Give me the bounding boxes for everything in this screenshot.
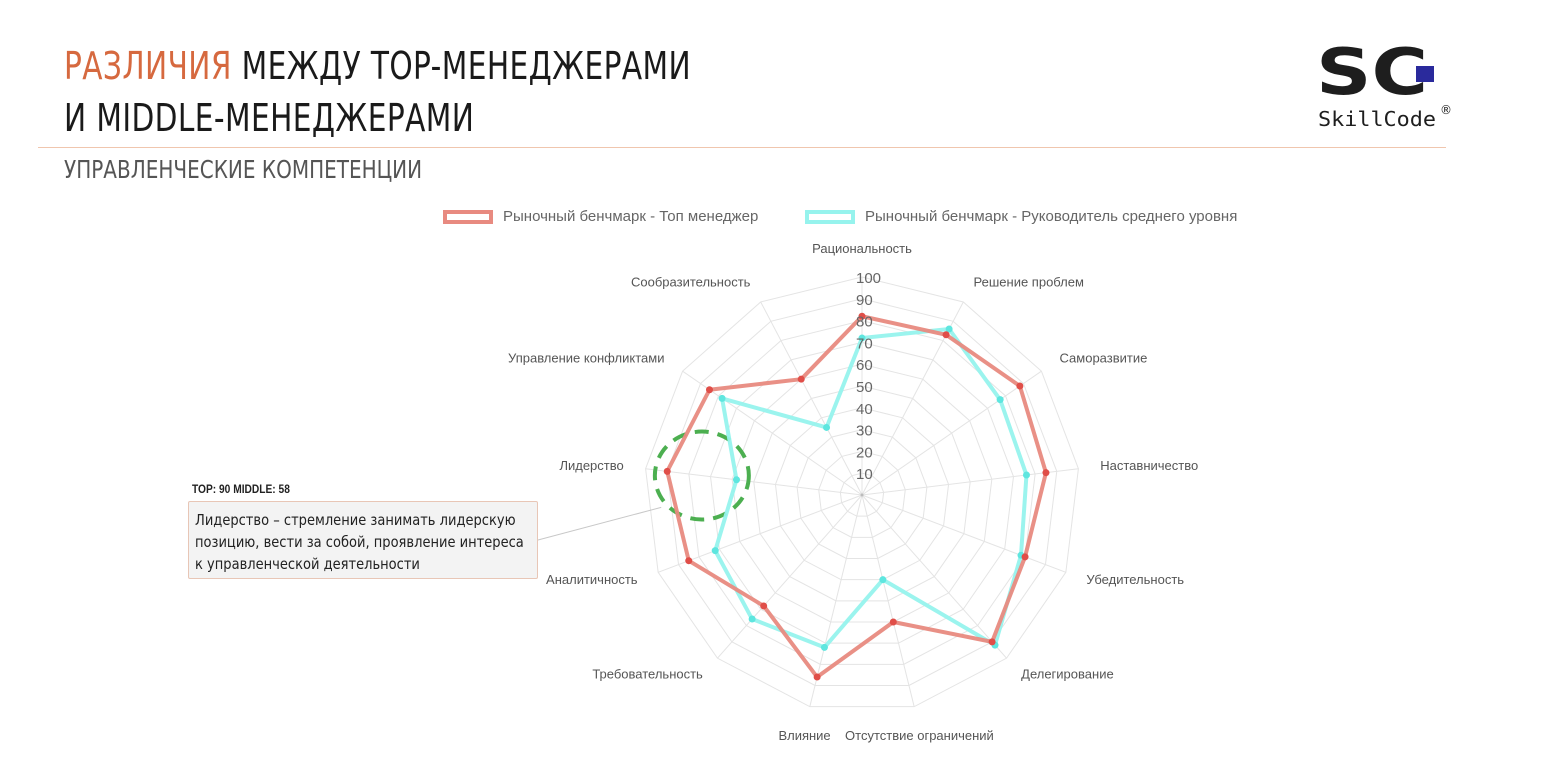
logo-name: SkillCode [1318, 107, 1436, 130]
axis-label-рациональность: Рациональность [812, 241, 912, 256]
grid-ring-60 [731, 363, 993, 623]
series-2-line [713, 326, 1029, 650]
axis-label-лидерство: Лидерство [559, 458, 623, 473]
series-2-point-отсутствие-ограничений [879, 576, 887, 584]
axis-label-требовательность: Требовательность [592, 667, 703, 682]
series-2-point-требовательность [748, 615, 756, 623]
grid-spoke-4 [861, 468, 1079, 496]
axis-label-убедительность: Убедительность [1086, 572, 1184, 587]
series-1-point-лидерство [663, 467, 671, 475]
r-tick-label-80: 80 [856, 314, 873, 331]
series-1-point-отсутствие-ограничений [889, 618, 897, 626]
axis-label-отсутствие-ограничений: Отсутствие ограничений [845, 728, 994, 743]
r-tick-label-20: 20 [856, 444, 873, 461]
page-title: РАЗЛИЧИЯ МЕЖДУ TOP-МЕНЕДЖЕРАМИ И MIDDLE-М… [64, 40, 691, 144]
series-2-point-рациональность [858, 334, 866, 342]
series-2-point-влияние [820, 643, 828, 651]
grid-spoke-3 [861, 370, 1042, 496]
series-1-point-сообразительность [797, 375, 805, 383]
series-1-point-делегирование [988, 638, 996, 646]
series-1-point-саморазвитие [1016, 382, 1024, 390]
callout-box: Лидерство – стремление занимать лидерску… [188, 501, 538, 579]
grid-spoke-9 [717, 494, 863, 659]
series-1-point-требовательность [760, 602, 768, 610]
r-tick-label-40: 40 [856, 401, 873, 418]
logo-registered: ® [1440, 103, 1452, 117]
legend-item-middle-manager[interactable]: Рыночный бенчмарк - Руководитель среднег… [805, 208, 1237, 225]
grid-ring-80 [688, 320, 1036, 665]
r-tick-label-10: 10 [856, 466, 873, 483]
title-rest: МЕЖДУ TOP-МЕНЕДЖЕРАМИ [231, 44, 692, 88]
series-2-point-решение-проблем [945, 325, 953, 333]
title-line-2: И MIDDLE-МЕНЕДЖЕРАМИ [64, 96, 475, 140]
r-tick-label-90: 90 [856, 292, 873, 309]
grid-spoke-10 [657, 494, 863, 573]
legend-label-top-manager: Рыночный бенчмарк - Топ менеджер [503, 208, 759, 225]
r-tick-label-60: 60 [856, 357, 873, 374]
legend-swatch-top-manager [443, 209, 493, 224]
r-tick-label-50: 50 [856, 379, 873, 396]
axis-label-аналитичность: Аналитичность [546, 572, 638, 587]
series-2-point-аналитичность [711, 547, 719, 555]
grid-ring-10 [839, 472, 885, 517]
axis-label-решение-проблем: Решение проблем [974, 274, 1084, 289]
series-1-point-решение-проблем [942, 331, 950, 339]
axis-label-влияние: Влияние [778, 728, 830, 743]
series-2-point-наставничество [1022, 471, 1030, 479]
series-2-point-лидерство [732, 476, 740, 484]
series-2-point-управление-конфликтами [718, 394, 726, 402]
callout-line-2: позицию, вести за собой, проявление инте… [195, 533, 524, 551]
series-1-point-управление-конфликтами [706, 386, 714, 394]
highlight-circle [652, 429, 751, 522]
header-divider [38, 147, 1446, 148]
series-1-point-влияние [813, 673, 821, 681]
callout-value-line: TOP: 90 MIDDLE: 58 [192, 482, 290, 496]
r-tick-label-70: 70 [856, 335, 873, 352]
callout-line-3: к управленческой деятельности [195, 555, 420, 573]
grid-spoke-13 [760, 301, 863, 496]
axis-label-саморазвитие: Саморазвитие [1060, 351, 1148, 366]
axis-label-наставничество: Наставничество [1100, 458, 1198, 473]
series-2-point-сообразительность [823, 423, 831, 431]
chart-center [860, 493, 864, 497]
series-1-line [665, 314, 1048, 680]
grid-spoke-7 [861, 494, 915, 707]
grid-spoke-6 [861, 494, 1007, 659]
legend-item-top-manager[interactable]: Рыночный бенчмарк - Топ менеджер [443, 208, 758, 225]
axis-label-управление-конфликтами: Управление конфликтами [508, 351, 664, 366]
r-tick-label-30: 30 [856, 423, 873, 440]
legend-label-middle-manager: Рыночный бенчмарк - Руководитель среднег… [865, 208, 1238, 225]
page-subtitle: УПРАВЛЕНЧЕСКИЕ КОМПЕТЕНЦИИ [64, 155, 423, 184]
callout-connector-line [537, 506, 662, 541]
axis-label-делегирование: Делегирование [1021, 667, 1114, 682]
grid-spoke-12 [682, 370, 863, 496]
series-1-point-рациональность [858, 312, 866, 320]
r-tick-label-100: 100 [856, 270, 881, 287]
series-1-point-наставничество [1042, 469, 1050, 477]
grid-ring-20 [818, 450, 906, 538]
grid-ring-30 [796, 429, 928, 559]
series-1-point-убедительность [1021, 553, 1029, 561]
logo-square [1416, 66, 1434, 82]
grid-ring-40 [774, 407, 950, 581]
skillcode-logo: SC SkillCode ® [1316, 44, 1452, 130]
callout-line-1: Лидерство – стремление занимать лидерску… [195, 511, 516, 529]
grid-spoke-8 [809, 494, 863, 707]
grid-ring-100 [645, 276, 1079, 708]
series-2-point-саморазвитие [996, 396, 1004, 404]
axis-label-сообразительность: Сообразительность [631, 274, 751, 289]
grid-spoke-11 [645, 468, 863, 496]
legend-swatch-middle-manager [805, 209, 855, 224]
grid-spoke-5 [861, 494, 1067, 573]
grid-ring-90 [666, 298, 1058, 686]
title-accent: РАЗЛИЧИЯ [64, 44, 232, 88]
logo-mark: SC [1316, 44, 1428, 110]
series-1-point-аналитичность [685, 557, 693, 565]
